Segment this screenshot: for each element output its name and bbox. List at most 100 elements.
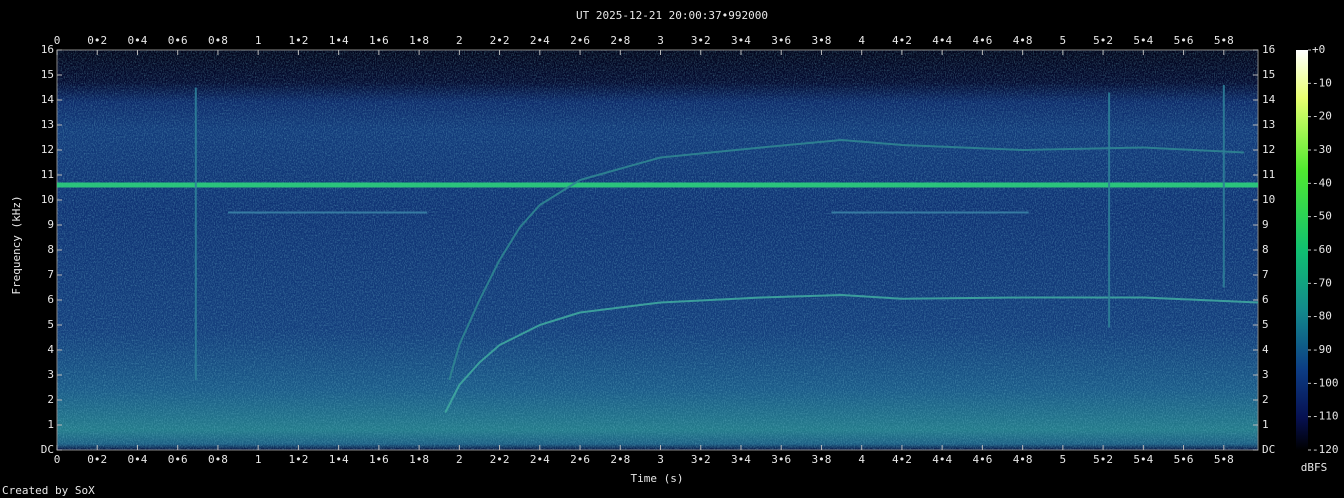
x-tick-label: 5 <box>1060 34 1067 47</box>
x-tick-label: 4•6 <box>972 34 992 47</box>
spectral-trace <box>444 294 1259 413</box>
y-tick-label: 11 <box>1262 168 1275 181</box>
colorbar-tick-label: -120 <box>1312 443 1339 456</box>
spectral-trace <box>448 139 1244 381</box>
x-tick-label: 2•8 <box>610 34 630 47</box>
x-tick-label: 1•2 <box>288 453 308 466</box>
x-tick-label: 0•6 <box>168 34 188 47</box>
x-tick-label: 1•6 <box>369 34 389 47</box>
x-tick-label: 1•4 <box>329 34 349 47</box>
x-tick-label: 2•4 <box>530 34 550 47</box>
y-tick-label: 16 <box>1262 43 1275 56</box>
x-tick-label: 0•2 <box>87 34 107 47</box>
colorbar-tick-label: -70 <box>1312 276 1332 289</box>
x-tick-label: 0 <box>54 453 61 466</box>
x-tick-label: 2•8 <box>610 453 630 466</box>
chart-title: UT 2025-12-21 20:00:37•992000 <box>576 9 768 22</box>
x-tick-label: 4•2 <box>892 34 912 47</box>
x-tick-label: 2•6 <box>570 34 590 47</box>
x-tick-label: 2•2 <box>490 34 510 47</box>
footer: Created by SoX <box>2 484 95 497</box>
y-tick-label: 15 <box>41 68 54 81</box>
colorbar-tick-label: -60 <box>1312 243 1332 256</box>
x-tick-label: 4•8 <box>1013 453 1033 466</box>
y-tick-label: 3 <box>47 368 54 381</box>
y-tick-label: 12 <box>1262 143 1275 156</box>
y-tick-label: 9 <box>1262 218 1269 231</box>
x-tick-label: 3•2 <box>691 453 711 466</box>
x-tick-label: 3•4 <box>731 453 751 466</box>
x-tick-label: 3•6 <box>771 34 791 47</box>
x-tick-label: 5•8 <box>1214 453 1234 466</box>
y-tick-label: 7 <box>47 268 54 281</box>
x-tick-label: 1 <box>255 34 262 47</box>
x-tick-label: 3•8 <box>812 453 832 466</box>
colorbar-tick-label: -30 <box>1312 143 1332 156</box>
x-tick-label: 5•4 <box>1133 453 1153 466</box>
x-tick-label: 3•6 <box>771 453 791 466</box>
y-tick-label: 1 <box>1262 418 1269 431</box>
x-tick-label: 3•8 <box>812 34 832 47</box>
x-tick-label: 4•2 <box>892 453 912 466</box>
colorbar <box>1296 50 1308 450</box>
y-tick-label: 13 <box>1262 118 1275 131</box>
x-tick-label: 3•2 <box>691 34 711 47</box>
colorbar-label: dBFS <box>1301 461 1328 474</box>
y-tick-label: 13 <box>41 118 54 131</box>
y-tick-label: 9 <box>47 218 54 231</box>
x-tick-label: 4 <box>858 453 865 466</box>
y-tick-label: 5 <box>1262 318 1269 331</box>
x-tick-label: 5•2 <box>1093 453 1113 466</box>
y-tick-label: 12 <box>41 143 54 156</box>
x-tick-label: 4 <box>858 34 865 47</box>
y-tick-label: 16 <box>41 43 54 56</box>
x-tick-label: 1•8 <box>409 453 429 466</box>
y-tick-label: 10 <box>41 193 54 206</box>
colorbar-tick-label: -100 <box>1312 376 1339 389</box>
colorbar-tick-label: -40 <box>1312 176 1332 189</box>
y-tick-label: 6 <box>47 293 54 306</box>
x-tick-label: 3•4 <box>731 34 751 47</box>
x-tick-label: 4•4 <box>932 453 952 466</box>
y-tick-label: 7 <box>1262 268 1269 281</box>
y-tick-label: 4 <box>1262 343 1269 356</box>
x-tick-label: 5•2 <box>1093 34 1113 47</box>
x-tick-label: 1 <box>255 453 262 466</box>
y-tick-label: 2 <box>1262 393 1269 406</box>
x-tick-label: 0•4 <box>128 34 148 47</box>
y-tick-label: DC <box>1262 443 1275 456</box>
x-tick-label: 0•8 <box>208 34 228 47</box>
y-tick-label: 14 <box>1262 93 1276 106</box>
x-tick-label: 5•4 <box>1133 34 1153 47</box>
x-tick-label: 0•2 <box>87 453 107 466</box>
spectrogram-noise <box>57 50 1258 450</box>
y-tick-label: 15 <box>1262 68 1275 81</box>
x-tick-label: 2•4 <box>530 453 550 466</box>
x-tick-label: 4•4 <box>932 34 952 47</box>
y-tick-label: 5 <box>47 318 54 331</box>
x-tick-label: 0•4 <box>128 453 148 466</box>
y-tick-label: 6 <box>1262 293 1269 306</box>
x-axis-label: Time (s) <box>631 472 684 485</box>
x-tick-label: 5 <box>1060 453 1067 466</box>
y-tick-label: 10 <box>1262 193 1275 206</box>
y-axis-label: Frequency (kHz) <box>10 195 23 294</box>
x-tick-label: 0•8 <box>208 453 228 466</box>
x-tick-label: 1•2 <box>288 34 308 47</box>
x-tick-label: 0 <box>54 34 61 47</box>
x-tick-label: 3 <box>657 453 664 466</box>
x-tick-label: 1•6 <box>369 453 389 466</box>
x-tick-label: 5•6 <box>1174 453 1194 466</box>
colorbar-tick-label: -90 <box>1312 343 1332 356</box>
colorbar-tick-label: -10 <box>1312 76 1332 89</box>
y-tick-label: 4 <box>47 343 54 356</box>
x-tick-label: 2 <box>456 34 463 47</box>
y-tick-label: 2 <box>47 393 54 406</box>
x-tick-label: 5•8 <box>1214 34 1234 47</box>
y-tick-label: DC <box>41 443 54 456</box>
x-tick-label: 3 <box>657 34 664 47</box>
colorbar-tick-label: -50 <box>1312 210 1332 223</box>
x-tick-label: 4•8 <box>1013 34 1033 47</box>
x-tick-label: 2 <box>456 453 463 466</box>
